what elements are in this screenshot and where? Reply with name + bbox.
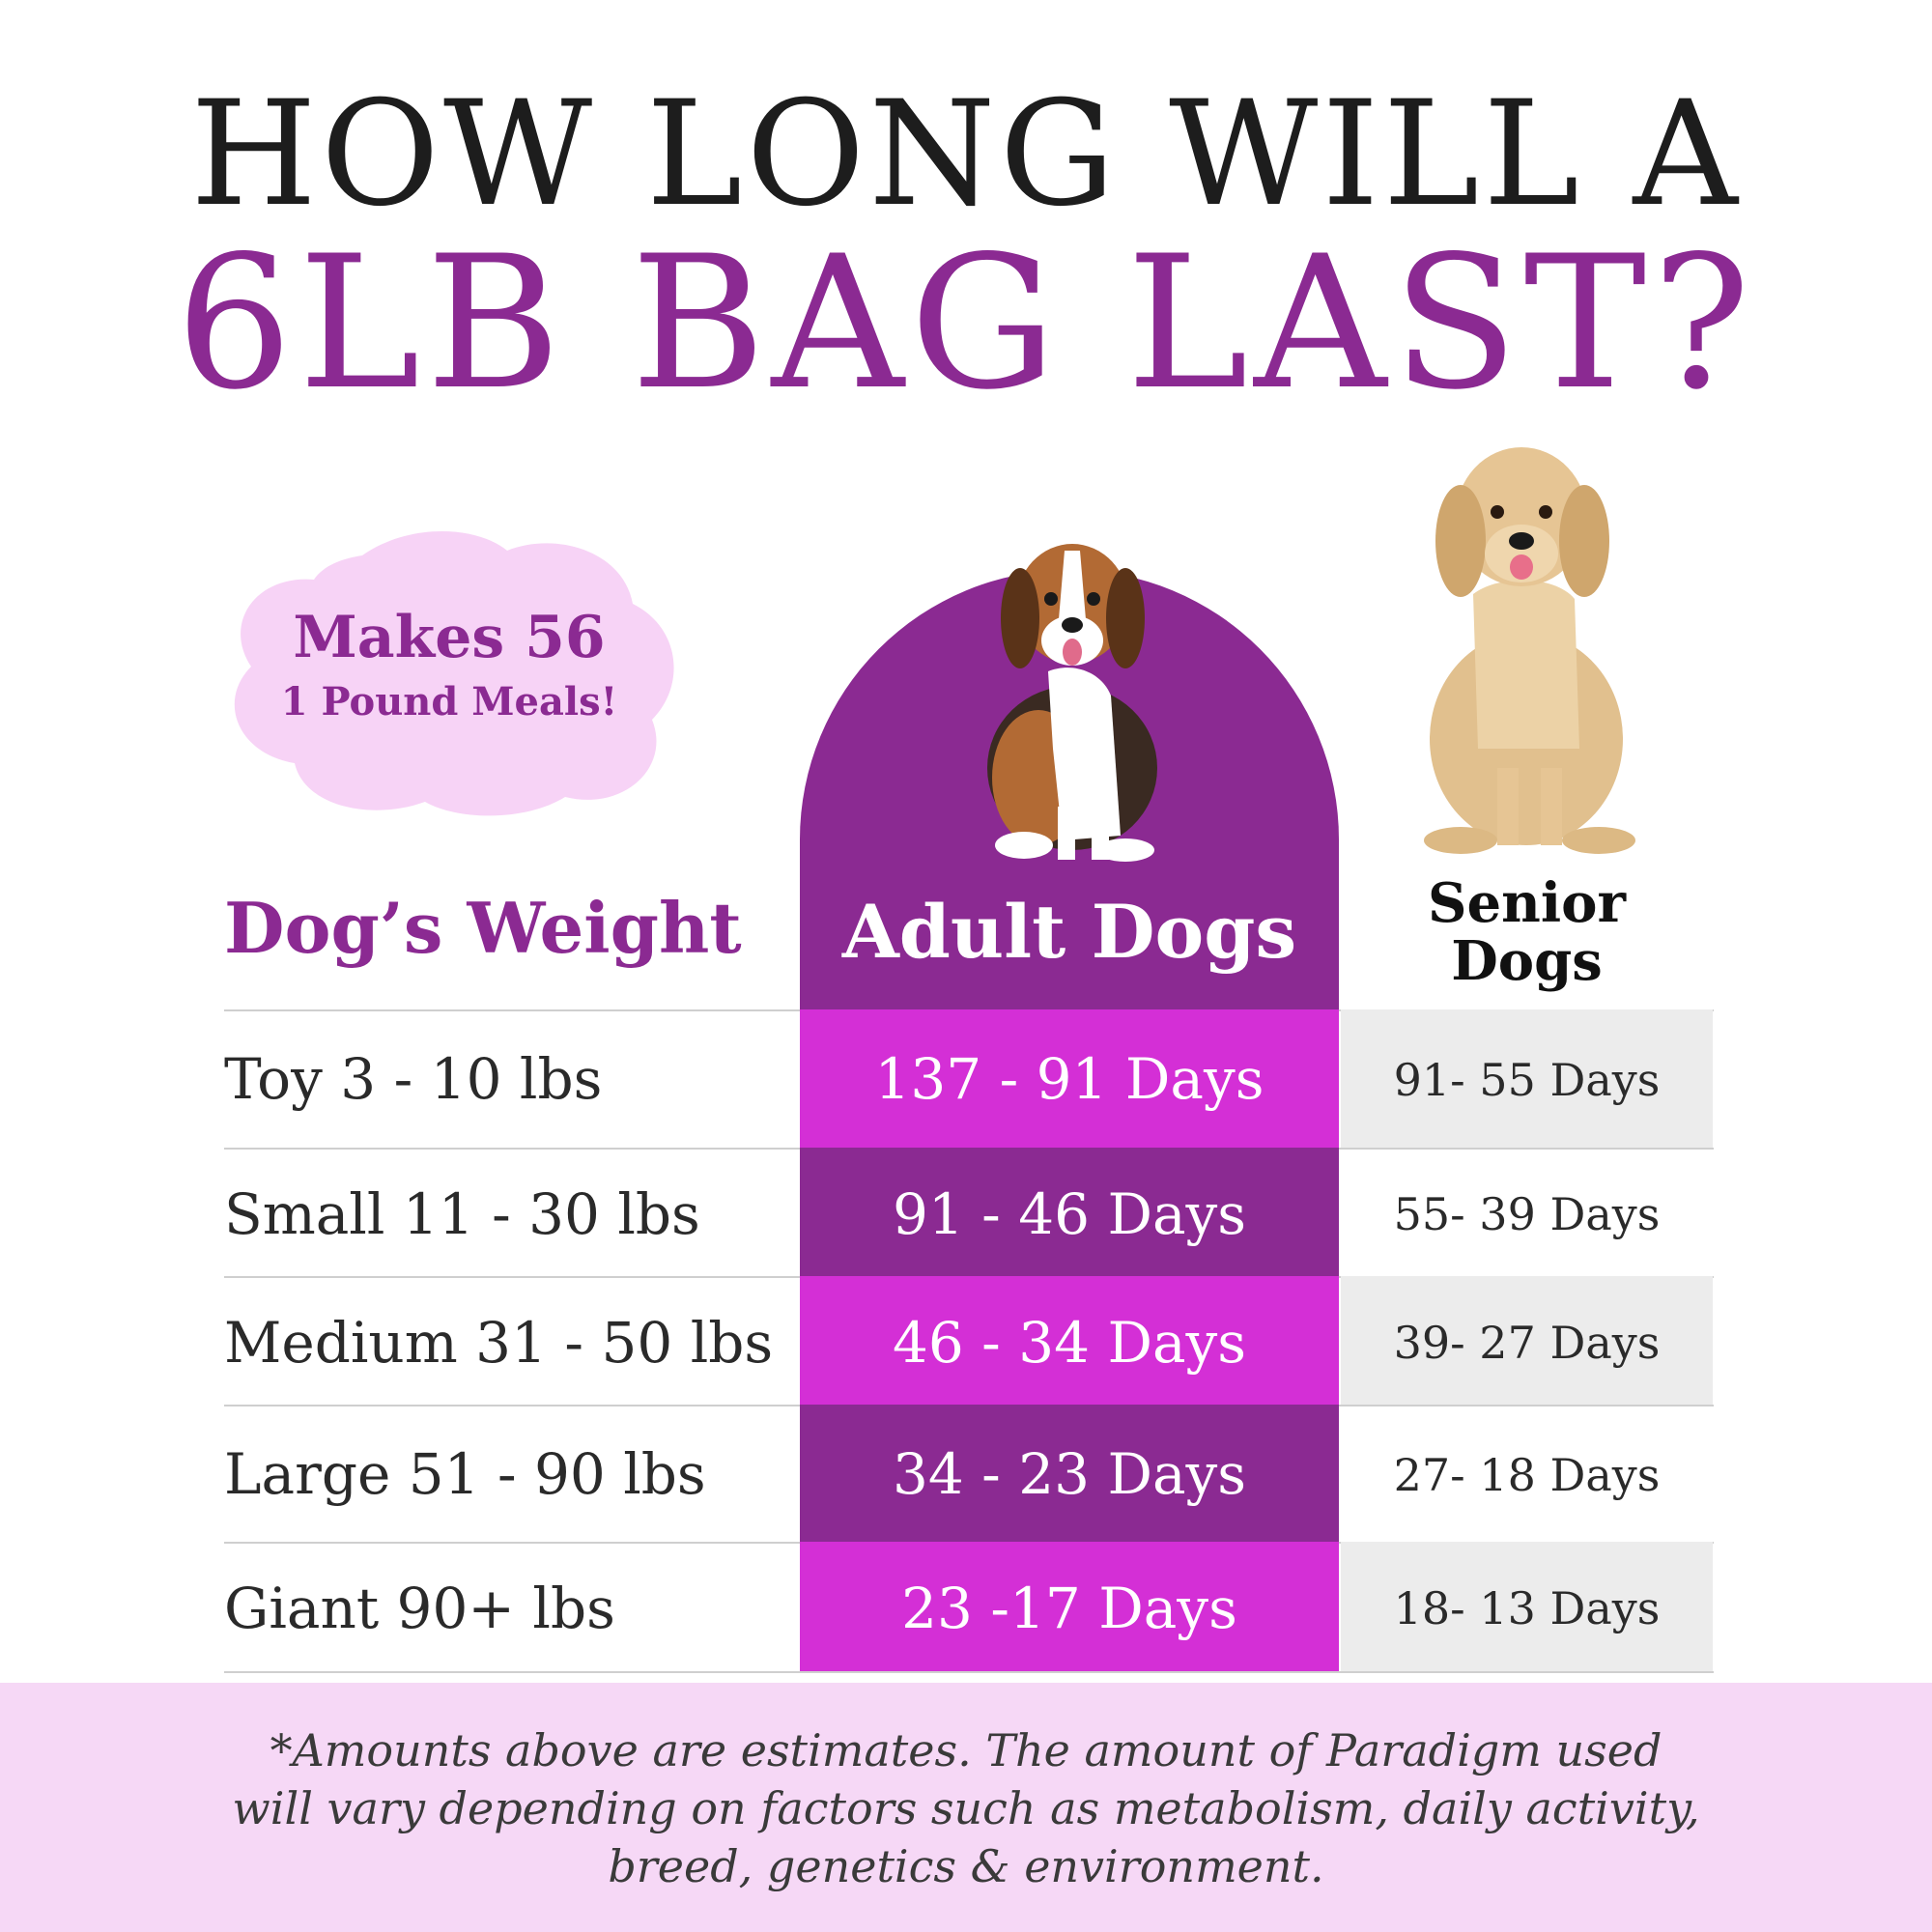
golden-retriever-dog-image (1424, 447, 1635, 854)
footer-disclaimer: *Amounts above are estimates. The amount… (174, 1721, 1758, 1895)
footer-band (0, 1683, 1932, 1932)
beagle-dog-image (987, 544, 1157, 862)
header-senior-line-2: Dogs (1451, 929, 1603, 993)
table-row: Small 11 - 30 lbs 91 - 46 Days 55- 39 Da… (0, 1148, 1932, 1276)
adult-cell: 34 - 23 Days (892, 1441, 1247, 1507)
senior-cell: 55- 39 Days (1393, 1188, 1661, 1240)
adult-cell-bg (800, 1542, 1339, 1671)
header-senior-line-1: Senior (1428, 871, 1626, 935)
adult-cell-bg (800, 1405, 1339, 1542)
adult-cell-bg (800, 1276, 1339, 1405)
weight-cell: Giant 90+ lbs (224, 1576, 615, 1641)
title-line-1: HOW LONG WILL A (190, 71, 1742, 239)
senior-cell-bg (1341, 1009, 1713, 1148)
adult-cell-bg (800, 1148, 1339, 1276)
header-senior-dogs: Senior Dogs (1341, 874, 1713, 990)
table-row: Giant 90+ lbs 23 -17 Days 18- 13 Days (0, 1542, 1932, 1673)
footer-line-3: breed, genetics & environment. (608, 1840, 1324, 1892)
badge-line-1: Makes 56 (293, 604, 606, 671)
badge-line-2: 1 Pound Meals! (280, 679, 618, 724)
title-line-2: 6LB BAG LAST? (175, 216, 1757, 430)
table-row: Medium 31 - 50 lbs 46 - 34 Days 39- 27 D… (0, 1276, 1932, 1405)
row-divider (224, 1671, 1714, 1673)
table-row: Toy 3 - 10 lbs 137 - 91 Days 91- 55 Days (0, 1009, 1932, 1148)
header-dogs-weight: Dog’s Weight (224, 887, 742, 969)
senior-cell: 91- 55 Days (1393, 1054, 1661, 1106)
weight-cell: Medium 31 - 50 lbs (224, 1310, 774, 1376)
footer-line-1: *Amounts above are estimates. The amount… (270, 1724, 1662, 1776)
table-row: Large 51 - 90 lbs 34 - 23 Days 27- 18 Da… (0, 1405, 1932, 1542)
senior-cell-bg (1341, 1542, 1713, 1671)
senior-cell: 39- 27 Days (1393, 1317, 1661, 1369)
adult-cell: 137 - 91 Days (874, 1046, 1264, 1112)
senior-cell: 18- 13 Days (1393, 1582, 1661, 1634)
adult-cell: 91 - 46 Days (892, 1181, 1247, 1247)
weight-cell: Small 11 - 30 lbs (224, 1181, 700, 1247)
footer-line-2: will vary depending on factors such as m… (232, 1782, 1700, 1834)
badge-blob (234, 531, 674, 816)
adult-cell: 23 -17 Days (901, 1576, 1237, 1641)
senior-cell-bg (1341, 1276, 1713, 1405)
header-adult-dogs: Adult Dogs (841, 889, 1297, 975)
weight-cell: Large 51 - 90 lbs (224, 1441, 706, 1507)
weight-cell: Toy 3 - 10 lbs (224, 1046, 603, 1112)
adult-cell: 46 - 34 Days (892, 1310, 1247, 1376)
adult-cell-bg (800, 1009, 1339, 1148)
senior-cell: 27- 18 Days (1393, 1449, 1661, 1501)
